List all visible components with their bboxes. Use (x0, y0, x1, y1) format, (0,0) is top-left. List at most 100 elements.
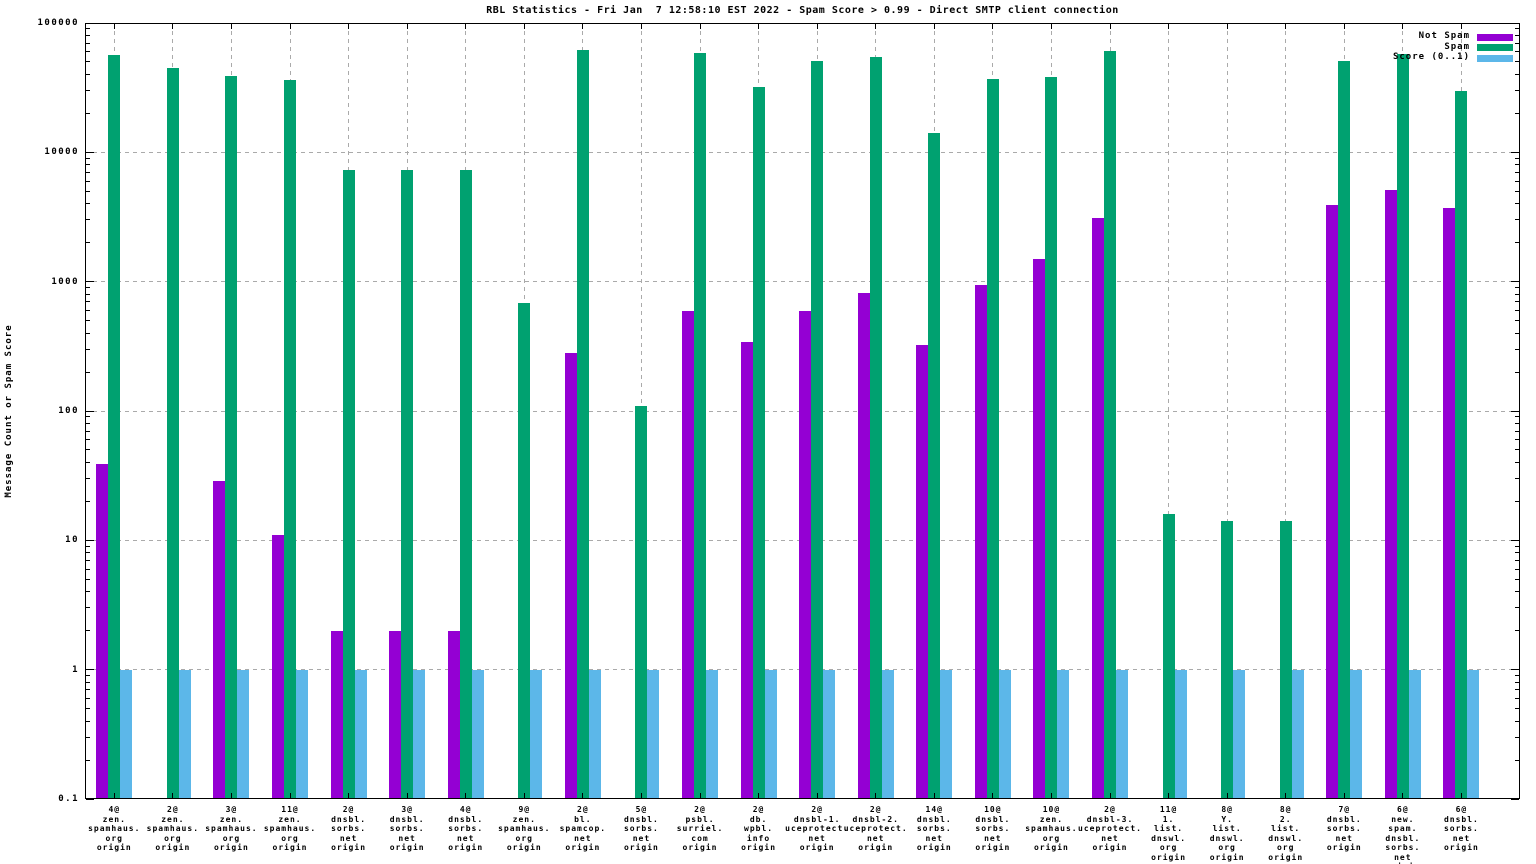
bar-score (940, 669, 953, 799)
plot-border (85, 23, 1520, 799)
y-minor-tick (86, 112, 90, 114)
y-minor-tick (1515, 689, 1519, 691)
y-minor-tick (86, 500, 90, 502)
y-minor-tick (1515, 190, 1519, 192)
y-major-tick (86, 151, 94, 153)
y-minor-tick (86, 568, 90, 570)
x-tick-bottom (1050, 793, 1052, 798)
y-major-tick (1511, 22, 1519, 24)
bar-spam (1162, 513, 1175, 799)
y-major-tick (1511, 281, 1519, 283)
y-minor-tick (86, 720, 90, 722)
x-tick-bottom (699, 793, 701, 798)
bar-score (998, 669, 1011, 799)
x-tick-top (289, 24, 291, 29)
y-minor-tick (1515, 90, 1519, 92)
bar-not-spam (682, 311, 694, 799)
y-minor-tick (1515, 591, 1519, 593)
x-tick-bottom (992, 793, 994, 798)
bar-not-spam (272, 534, 284, 799)
gridline-v (1226, 23, 1228, 799)
x-tick-top (640, 24, 642, 29)
y-minor-tick (86, 180, 90, 182)
y-axis-tick-label: 1000 (51, 276, 79, 287)
y-minor-tick (86, 90, 90, 92)
x-tick-bottom (816, 793, 818, 798)
y-minor-tick (1515, 681, 1519, 683)
y-minor-tick (1515, 293, 1519, 295)
y-major-tick (86, 669, 94, 671)
y-minor-tick (1515, 61, 1519, 63)
y-major-tick (1511, 151, 1519, 153)
x-tick-bottom (640, 793, 642, 798)
x-tick-top (1285, 24, 1287, 29)
x-tick-top (465, 24, 467, 29)
bar-not-spam (740, 342, 753, 799)
bar-not-spam (799, 311, 812, 799)
y-minor-tick (1515, 759, 1519, 761)
x-tick-bottom (1285, 793, 1287, 798)
y-minor-tick (1515, 157, 1519, 159)
x-axis-category-label: 14@ dnsbl. sorbs. net origin (916, 805, 952, 852)
y-minor-tick (1515, 164, 1519, 166)
y-minor-tick (86, 203, 90, 205)
bar-spam (1279, 521, 1292, 799)
bar-score (1291, 669, 1304, 799)
y-minor-tick (86, 591, 90, 593)
bar-spam (928, 133, 941, 799)
y-minor-tick (1515, 559, 1519, 561)
y-minor-tick (1515, 545, 1519, 547)
x-axis-category-label: 11@ zen. spamhaus. org origin (263, 805, 317, 852)
y-axis-tick-label: 0.1 (58, 794, 79, 804)
x-axis-category-label: 11@ 1. list. dnswl. org origin (1151, 805, 1187, 862)
x-axis-category-label: 2@ dnsbl-3. uceprotect. net origin (1078, 805, 1142, 852)
bar-score (706, 669, 718, 799)
bar-not-spam (974, 284, 987, 799)
y-minor-tick (1515, 423, 1519, 425)
x-axis-category-label: 2@ bl. spamcop. net origin (559, 805, 607, 852)
x-axis-category-label: 10@ zen. spamhaus. org origin (1025, 805, 1078, 852)
y-major-tick (1511, 798, 1519, 800)
y-axis-title: Message Count or Spam Score (4, 324, 14, 498)
y-minor-tick (86, 171, 90, 173)
x-axis-category-label: 9@ zen. spamhaus. org origin (498, 805, 551, 852)
y-major-tick (86, 410, 94, 412)
x-axis-category-label: 2@ db. wpbl. info origin (741, 805, 777, 852)
bar-not-spam (857, 292, 870, 799)
y-minor-tick (1515, 301, 1519, 303)
bar-not-spam (1033, 258, 1046, 799)
x-tick-bottom (172, 793, 174, 798)
x-tick-top (230, 24, 232, 29)
y-minor-tick (1515, 416, 1519, 418)
y-minor-tick (1515, 51, 1519, 53)
y-minor-tick (86, 607, 90, 609)
y-minor-tick (1515, 112, 1519, 114)
x-tick-top (1109, 24, 1111, 29)
y-minor-tick (1515, 171, 1519, 173)
y-minor-tick (86, 164, 90, 166)
y-minor-tick (86, 759, 90, 761)
y-minor-tick (86, 293, 90, 295)
y-minor-tick (86, 320, 90, 322)
legend-swatch (1477, 33, 1513, 41)
x-tick-top (933, 24, 935, 29)
legend-label: Not Spam (1418, 31, 1470, 41)
y-major-tick (1511, 539, 1519, 541)
chart-title: RBL Statistics - Fri Jan 7 12:58:10 EST … (486, 5, 1119, 16)
y-minor-tick (86, 28, 90, 30)
y-minor-tick (1515, 371, 1519, 373)
x-axis-category-label: 2@ dnsbl-1. uceprotect. net origin (785, 805, 850, 852)
y-minor-tick (1515, 219, 1519, 221)
y-minor-tick (86, 287, 90, 289)
x-tick-bottom (289, 793, 291, 798)
bar-score (471, 669, 484, 799)
y-minor-tick (86, 630, 90, 632)
y-axis-tick-label: 100000 (37, 18, 79, 28)
y-minor-tick (1515, 568, 1519, 570)
y-major-tick (86, 22, 94, 24)
bar-score (354, 669, 367, 799)
bar-not-spam (916, 344, 929, 799)
x-tick-top (1226, 24, 1228, 29)
y-minor-tick (86, 219, 90, 221)
x-axis-category-label: 2@ zen. spamhaus. org origin (146, 805, 200, 852)
